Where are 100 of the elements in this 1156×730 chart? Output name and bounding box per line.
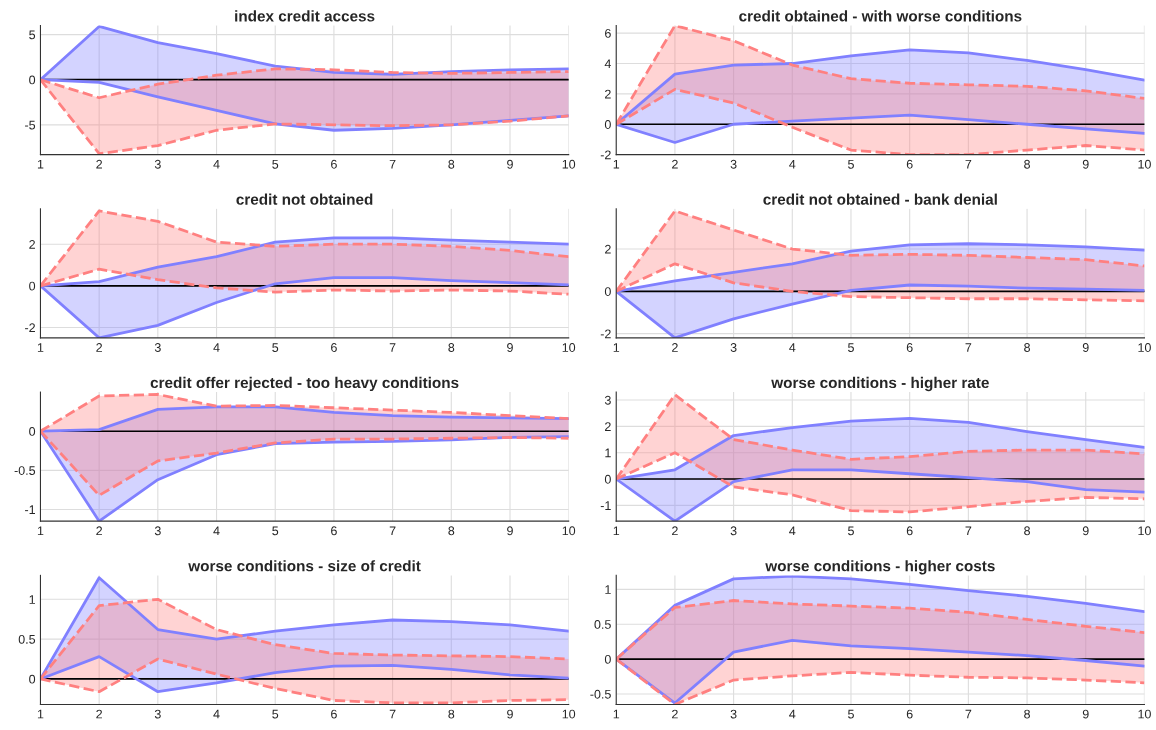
y-tick-label: 2	[605, 422, 611, 431]
chart-title: credit offer rejected - too heavy conditions	[150, 376, 459, 392]
x-tick-label: 5	[272, 343, 279, 352]
y-tick-label: 0	[29, 427, 36, 436]
chart-title: worse conditions - size of credit	[188, 560, 421, 572]
x-tick-label: 8	[1024, 343, 1030, 352]
x-tick-label: 1	[37, 159, 44, 169]
x-tick-label: 4	[789, 159, 796, 169]
x-tick-label: 5	[272, 709, 279, 719]
x-tick-label: 2	[96, 526, 102, 536]
x-tick-label: 8	[1024, 709, 1030, 719]
x-tick-label: 1	[613, 343, 620, 352]
x-tick-label: 2	[672, 343, 678, 352]
x-tick-label: 10	[562, 709, 576, 719]
x-tick-label: 10	[562, 159, 576, 169]
x-tick-label: 2	[96, 159, 102, 169]
y-tick-label: 1	[605, 448, 611, 458]
x-tick-label: 6	[906, 709, 913, 719]
x-tick-label: 5	[272, 159, 279, 169]
chart-title: worse conditions - higher costs	[765, 560, 995, 575]
y-tick-label: 5	[29, 30, 36, 40]
x-tick-label: 10	[562, 343, 576, 352]
y-tick-label: -0.5	[590, 689, 611, 699]
x-tick-label: 3	[730, 526, 737, 536]
x-tick-label: 5	[848, 709, 854, 719]
x-tick-label: 7	[389, 159, 396, 169]
x-tick-label: 8	[448, 159, 455, 169]
y-tick-label: 0	[604, 474, 611, 484]
x-tick-label: 1	[613, 526, 620, 536]
y-tick-label: 3	[604, 395, 611, 405]
x-tick-label: 6	[906, 526, 913, 536]
y-tick-label: 0.5	[594, 620, 611, 629]
x-tick-label: 9	[507, 343, 513, 352]
y-tick-label: 0	[604, 654, 611, 664]
x-tick-label: 4	[213, 343, 220, 352]
x-tick-label: 5	[848, 159, 854, 169]
x-tick-label: 9	[507, 526, 513, 536]
x-tick-label: 9	[507, 159, 513, 169]
x-tick-label: 7	[965, 159, 972, 169]
x-tick-label: 3	[730, 343, 737, 352]
x-tick-label: 9	[1082, 526, 1089, 536]
x-tick-label: 3	[154, 709, 161, 719]
y-tick-label: 2	[605, 244, 611, 254]
x-tick-label: 8	[1024, 159, 1030, 169]
x-tick-label: 2	[672, 159, 678, 169]
x-tick-label: 1	[37, 343, 44, 352]
x-tick-label: 2	[672, 526, 678, 536]
x-tick-label: 3	[154, 343, 161, 352]
x-tick-label: 9	[1082, 709, 1089, 719]
x-tick-label: 9	[1082, 343, 1089, 352]
y-tick-label: -5	[25, 120, 36, 130]
x-tick-label: 7	[389, 526, 396, 536]
y-tick-label: 6	[605, 28, 611, 38]
y-tick-label: -0.5	[14, 466, 36, 475]
x-tick-label: 10	[1138, 159, 1151, 169]
x-tick-label: 8	[448, 526, 455, 536]
y-tick-label: 1	[29, 595, 35, 604]
y-tick-label: 0	[604, 120, 611, 129]
y-tick-label: -1	[600, 501, 611, 510]
chart-title: credit not obtained - bank denial	[763, 193, 997, 205]
x-tick-label: 8	[448, 709, 455, 719]
chart-title: index credit access	[235, 10, 375, 22]
x-tick-label: 7	[965, 709, 972, 719]
x-tick-label: 3	[154, 526, 161, 536]
x-tick-label: 6	[331, 526, 337, 536]
x-tick-label: 6	[906, 343, 913, 352]
x-tick-label: 7	[965, 343, 972, 352]
x-tick-label: 1	[613, 159, 620, 169]
y-tick-label: -2	[600, 150, 611, 160]
x-tick-label: 3	[730, 159, 737, 169]
y-tick-label: 4	[604, 59, 611, 69]
x-tick-label: 8	[448, 343, 455, 352]
y-tick-label: 0.5	[18, 634, 36, 644]
x-tick-label: 5	[272, 526, 279, 536]
x-tick-label: 4	[789, 526, 796, 536]
x-tick-label: 10	[562, 526, 576, 536]
y-tick-label: 2	[605, 89, 611, 99]
x-tick-label: 2	[672, 709, 678, 719]
x-tick-label: 6	[331, 343, 337, 352]
x-tick-label: 6	[906, 159, 913, 169]
y-tick-label: -2	[25, 323, 35, 333]
x-tick-label: 8	[1024, 526, 1030, 536]
x-tick-label: 5	[848, 343, 854, 352]
x-tick-label: 5	[848, 526, 854, 536]
x-tick-label: 4	[213, 526, 220, 536]
x-tick-label: 10	[1138, 526, 1151, 536]
x-tick-label: 2	[96, 343, 102, 352]
x-tick-label: 4	[789, 343, 796, 352]
x-tick-label: 4	[789, 709, 796, 719]
x-tick-label: 1	[37, 526, 44, 536]
chart-title: credit not obtained	[236, 193, 373, 205]
x-tick-label: 7	[389, 343, 396, 352]
x-tick-label: 2	[96, 709, 102, 719]
x-tick-label: 6	[331, 709, 337, 719]
x-tick-label: 9	[507, 709, 513, 719]
y-tick-label: 0	[29, 281, 36, 291]
y-tick-label: 1	[605, 585, 611, 594]
y-tick-label: -1	[25, 505, 35, 514]
y-tick-label: 2	[29, 240, 35, 249]
x-tick-label: 1	[37, 709, 44, 719]
